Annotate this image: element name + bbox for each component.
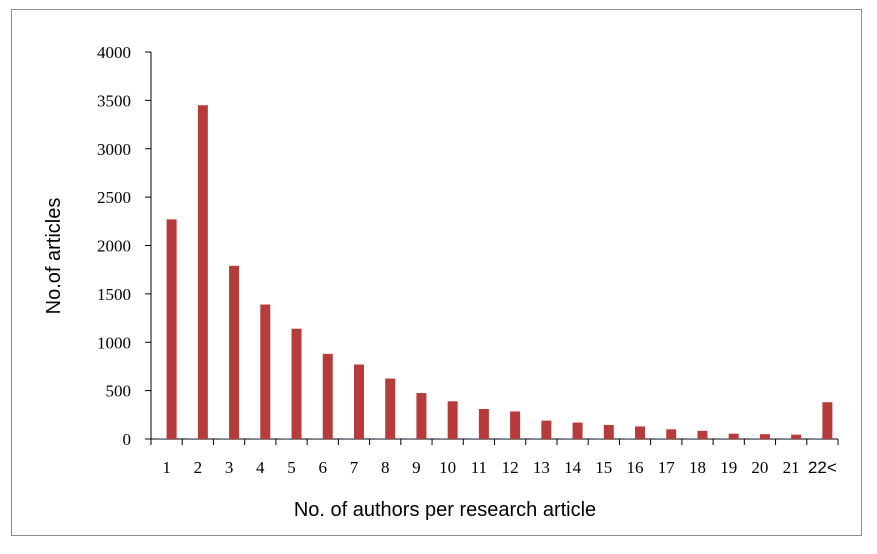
y-tick-label: 3000 [97, 140, 131, 159]
bar-series-2 [728, 433, 739, 439]
x-tick-label: 12 [502, 458, 519, 477]
y-axis-title: No.of articles [43, 198, 65, 315]
x-tick-label: 2 [194, 458, 203, 477]
x-tick-label: 13 [533, 458, 550, 477]
bar-series-2 [666, 429, 677, 439]
bar-series-1 [500, 438, 511, 439]
y-tick-label: 2000 [97, 237, 131, 256]
bar-series-2 [541, 420, 552, 439]
bar-series-2 [197, 105, 208, 440]
bar-series-1 [375, 438, 386, 439]
bar-series-2 [791, 434, 802, 439]
bar-series-2 [697, 430, 708, 439]
x-tick-label: 22< [808, 458, 837, 477]
bar-series-2 [572, 422, 583, 439]
bar-series-1 [687, 438, 698, 439]
bar-series-1 [562, 438, 573, 439]
bar-series-2 [822, 402, 833, 439]
x-tick-label: 4 [256, 458, 265, 477]
bar-series-2 [353, 364, 364, 439]
y-tick-label: 2500 [97, 188, 131, 207]
bar-series-1 [219, 438, 230, 439]
bar-series-1 [312, 438, 323, 439]
y-tick-label: 3500 [97, 91, 131, 110]
y-axis: 0 500 1000 1500 2000 2500 3000 3500 4000 [97, 43, 152, 449]
x-tick-label: 6 [319, 458, 328, 477]
bar-series-1 [437, 438, 448, 439]
x-tick-label: 16 [627, 458, 644, 477]
bar-series-1 [531, 438, 542, 439]
bar-series-2 [478, 409, 489, 439]
bar-series-2 [416, 393, 427, 439]
y-tick-label: 4000 [97, 43, 131, 62]
bar-series-1 [718, 438, 729, 439]
bar-series-1 [406, 438, 417, 439]
x-tick-label: 21 [783, 458, 800, 477]
x-tick-label: 10 [439, 458, 456, 477]
y-tick-label: 1000 [97, 333, 131, 352]
bar-series-2 [229, 265, 240, 439]
bar-series-1 [781, 438, 792, 439]
chart-frame [11, 9, 862, 536]
bar-series-1 [812, 438, 823, 439]
y-tick-label: 1500 [97, 285, 131, 304]
bar-series-1 [656, 438, 667, 439]
x-axis-title: No. of authors per research article [294, 499, 596, 521]
bar-series-1 [187, 438, 198, 439]
x-axis: 1 2 3 4 5 6 7 8 9 10 11 12 13 14 15 16 17 18 19 20 21 22< [150, 438, 839, 477]
x-tick-label: 14 [564, 458, 582, 477]
x-tick-label: 15 [595, 458, 612, 477]
bar-series-1 [250, 438, 261, 439]
bar-series-1 [593, 438, 604, 439]
bar-series-1 [625, 438, 636, 439]
x-tick-label: 18 [689, 458, 706, 477]
x-tick-label: 3 [225, 458, 234, 477]
y-tick-label: 500 [106, 382, 132, 401]
bar-series-1 [468, 438, 479, 439]
bar-series-2 [447, 401, 458, 439]
bar-series-2 [635, 426, 646, 439]
x-tick-label: 20 [751, 458, 768, 477]
x-tick-label: 8 [381, 458, 390, 477]
x-tick-label: 19 [720, 458, 737, 477]
bar-series-2 [166, 219, 177, 439]
x-tick-label: 7 [350, 458, 359, 477]
x-tick-label: 5 [287, 458, 296, 477]
bar-series-2 [759, 434, 770, 439]
bar-series-2 [291, 328, 302, 439]
bar-series-2 [322, 353, 333, 439]
bar-series-1 [749, 438, 760, 439]
bar-series-2 [385, 378, 396, 439]
bar-series-2 [510, 411, 521, 439]
x-tick-label: 1 [162, 458, 171, 477]
bars [156, 105, 833, 440]
y-tick-label: 0 [123, 430, 132, 449]
x-tick-label: 11 [471, 458, 487, 477]
x-tick-label: 17 [658, 458, 676, 477]
x-tick-label: 9 [412, 458, 421, 477]
bar-series-1 [156, 438, 167, 439]
bar-series-2 [603, 424, 614, 439]
bar-series-2 [260, 304, 271, 439]
bar-series-1 [343, 438, 354, 439]
bar-series-1 [281, 438, 292, 439]
